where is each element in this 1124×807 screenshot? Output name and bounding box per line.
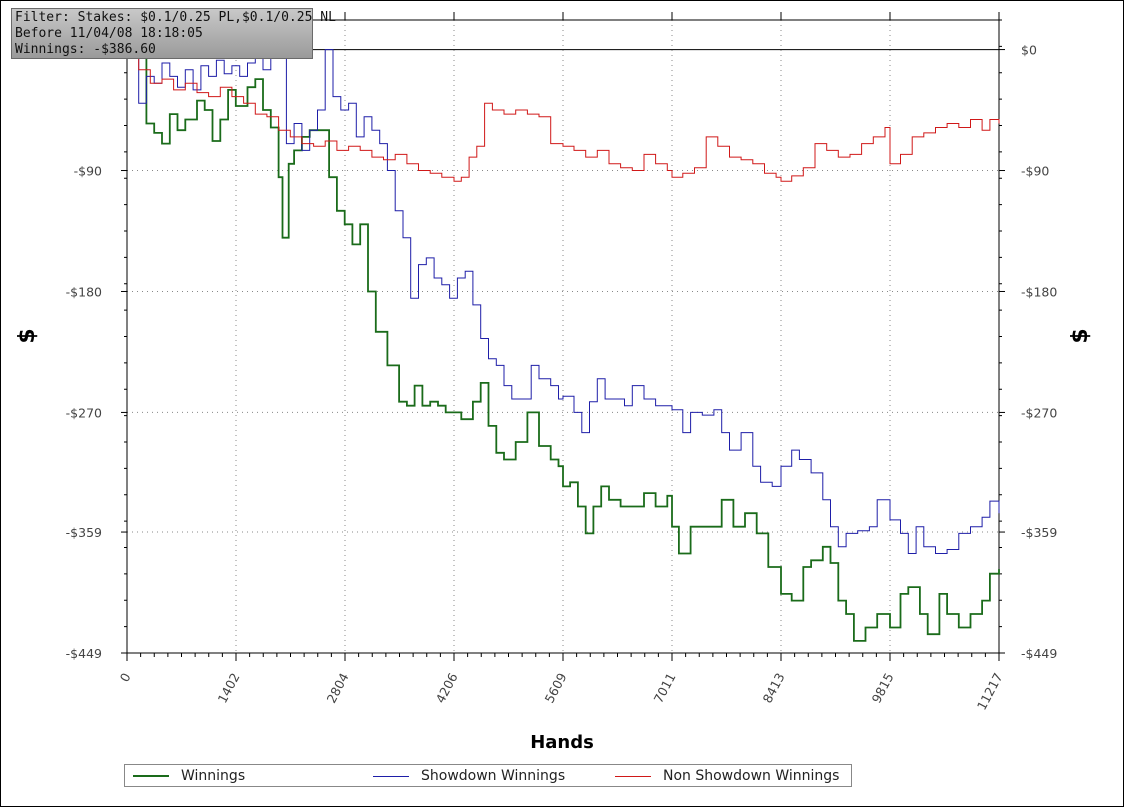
legend-item-showdown: Showdown Winnings: [373, 767, 565, 785]
filter-winnings-text: Winnings: -$386.60: [15, 42, 156, 57]
y-tick-label-left: -$90: [74, 164, 102, 179]
y-tick-label-left: -$180: [66, 284, 102, 299]
x-tick-label: 11217: [974, 670, 1006, 712]
x-tick-label: 8413: [759, 670, 787, 705]
series-line-non-showdown: [127, 49, 1000, 182]
y-tick-label-left: -$359: [66, 525, 102, 540]
x-tick-label: 5609: [541, 670, 569, 705]
legend-swatch-winnings: [133, 775, 169, 777]
legend-label-showdown: Showdown Winnings: [421, 768, 566, 784]
plot-area: [126, 19, 1000, 654]
y-tick-label-right: -$180: [1021, 284, 1057, 299]
axis-layer: $0$0-$90-$90-$180-$180-$270-$270-$359-$3…: [66, 12, 1057, 713]
legend-swatch-non-showdown: [615, 775, 651, 777]
x-tick-label: 7011: [650, 670, 678, 705]
x-tick-label: 0: [117, 670, 134, 684]
x-tick-label: 4206: [432, 670, 460, 705]
series-line-winnings: [127, 48, 1000, 642]
y-tick-label-right: $0: [1021, 43, 1037, 58]
filter-stakes-text: Filter: Stakes: $0.1/0.25 PL,$0.1/0.25 N…: [15, 10, 336, 25]
grid-layer: [127, 20, 999, 654]
chart-legend: Winnings Showdown Winnings Non Showdown …: [124, 764, 852, 787]
x-tick-label: 9815: [868, 670, 896, 705]
y-tick-label-right: -$449: [1021, 646, 1057, 661]
x-tick-label: 1402: [214, 670, 242, 705]
y-axis-title-right: $: [1068, 328, 1093, 343]
x-tick-label: 2804: [323, 670, 351, 705]
y-tick-label-left: -$270: [66, 405, 102, 420]
y-tick-label-left: -$449: [66, 646, 102, 661]
filter-info-box: Filter: Stakes: $0.1/0.25 PL,$0.1/0.25 N…: [11, 8, 336, 59]
y-tick-label-right: -$90: [1021, 164, 1049, 179]
x-axis-title: Hands: [530, 732, 594, 753]
legend-swatch-showdown: [373, 775, 409, 777]
y-tick-label-right: -$270: [1021, 405, 1057, 420]
legend-item-non-showdown: Non Showdown Winnings: [615, 767, 839, 785]
legend-label-non-showdown: Non Showdown Winnings: [663, 768, 840, 784]
filter-date-text: Before 11/04/08 18:18:05: [15, 26, 203, 41]
y-tick-label-right: -$359: [1021, 525, 1057, 540]
legend-item-winnings: Winnings: [133, 767, 245, 785]
y-axis-title-left: $: [15, 328, 40, 343]
legend-label-winnings: Winnings: [181, 768, 246, 784]
